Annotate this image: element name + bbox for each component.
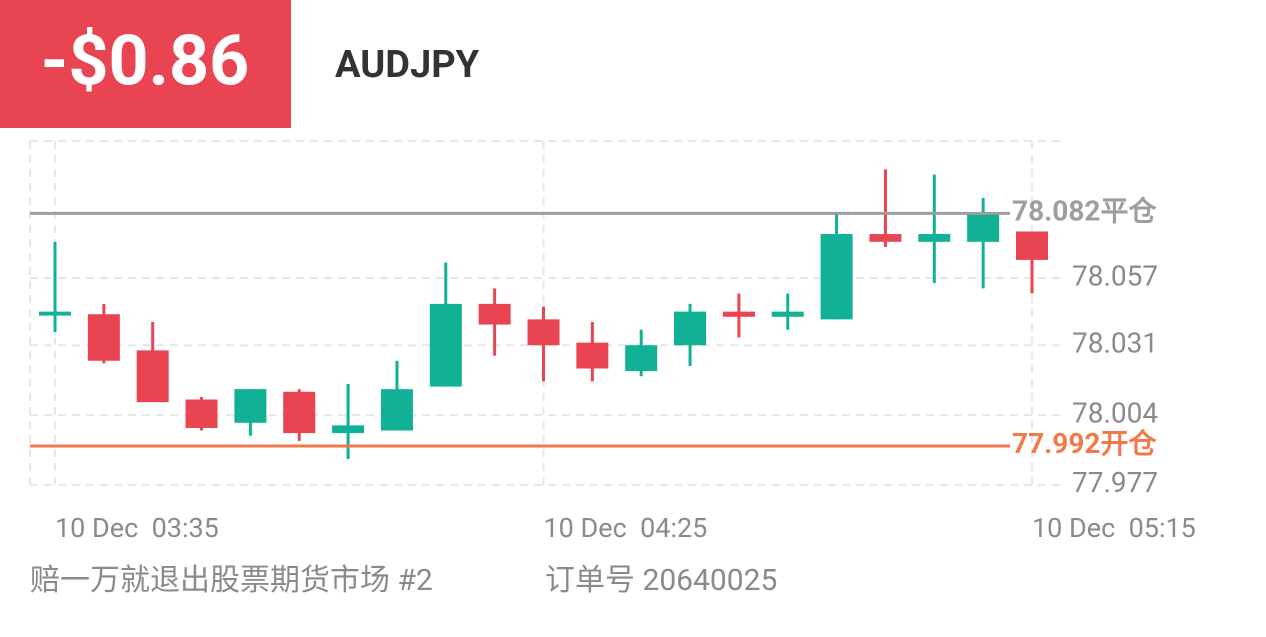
candle-body [820,234,853,320]
price-line-text: 平仓 [1100,195,1157,228]
order-number: 订单号 20640025 [545,563,777,598]
pnl: -$0.86 [41,20,250,102]
candle-body [332,425,365,434]
candle-body [918,234,951,242]
candle-body [576,342,609,369]
candle-body [674,311,707,346]
price-line-value: 77.992 [1012,427,1100,460]
candle-body [429,303,462,387]
price-line-text: 开仓 [1100,427,1157,460]
candle-body [527,319,560,346]
candle-body [234,389,267,423]
candle-body [869,234,902,242]
y-tick-label: 78.004 [1072,396,1158,429]
candle-body [722,311,755,317]
candle-body [625,345,658,372]
price-line-label: 78.082平仓 [1012,195,1157,228]
y-tick-label: 78.031 [1072,327,1158,360]
candle-body [380,389,413,431]
candle-body [967,213,1000,242]
pnl-box [0,0,291,128]
candle-body [1016,231,1048,260]
order-no: 20640025 [642,563,777,598]
candle-body [87,314,120,361]
candle-body [185,399,218,428]
price-line-label: 77.992开仓 [1012,427,1157,460]
y-tick-label: 78.057 [1072,259,1158,292]
symbol: AUDJPY [335,43,480,87]
candle-body [478,303,511,325]
price-line-value: 78.082 [1012,195,1100,228]
order-label: 订单号 [545,563,635,598]
candle-body [39,311,71,316]
x-tick-label: 10 Dec 05:15 [1032,512,1196,544]
y-tick-label: 77.977 [1072,466,1158,499]
x-tick-label: 10 Dec 04:25 [544,512,708,544]
candle-body [771,311,804,317]
candle-body [283,391,316,434]
plot: 77.977 78.004 78.031 78.057 10 Dec 03:35 10 D… [29,140,1196,544]
x-tick-label: 10 Dec 03:35 [55,512,219,544]
candle-body [136,350,169,403]
account-name: 赔一万就退出股票期货市场 #2 [30,563,433,598]
